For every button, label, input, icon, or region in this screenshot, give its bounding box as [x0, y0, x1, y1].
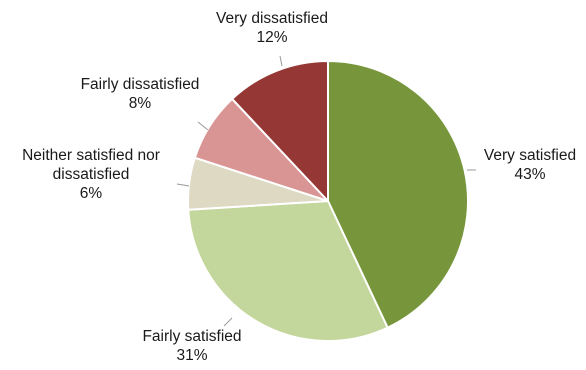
data-label-line: Neither satisfied nor [22, 147, 160, 164]
data-label-line: Fairly dissatisfied [81, 76, 200, 93]
pie-slice-very-satisfied [327, 60, 469, 329]
leader-line [279, 55, 283, 67]
data-label: Neither satisfied nor dissatisfied 6% [22, 147, 160, 202]
data-label: Very satisfied 43% [484, 147, 576, 183]
data-label-line: Very dissatisfied [216, 10, 328, 27]
data-label-line: 43% [514, 166, 545, 183]
pie-slice-fairly-satisfied [187, 200, 389, 342]
data-label-line: 8% [129, 95, 152, 112]
data-label-line: dissatisfied [53, 166, 130, 183]
pie-slice-very-dissatisfied [231, 60, 329, 202]
data-label: Fairly satisfied 31% [142, 328, 241, 364]
data-label-line: 31% [176, 347, 207, 364]
leader-lines [176, 55, 476, 327]
data-labels: Very satisfied 43% Fairly satisfied 31% Neit… [22, 10, 576, 364]
leader-line [197, 121, 209, 131]
data-label-line: Fairly satisfied [142, 328, 241, 345]
data-label-line: 6% [80, 185, 103, 202]
leader-line [176, 183, 190, 187]
pie-slices [187, 60, 469, 342]
data-label-line: Very satisfied [484, 147, 576, 164]
data-label: Very dissatisfied 12% [216, 10, 328, 46]
leader-line [223, 317, 233, 327]
data-label-line: 12% [256, 29, 287, 46]
data-label: Fairly dissatisfied 8% [81, 76, 200, 112]
